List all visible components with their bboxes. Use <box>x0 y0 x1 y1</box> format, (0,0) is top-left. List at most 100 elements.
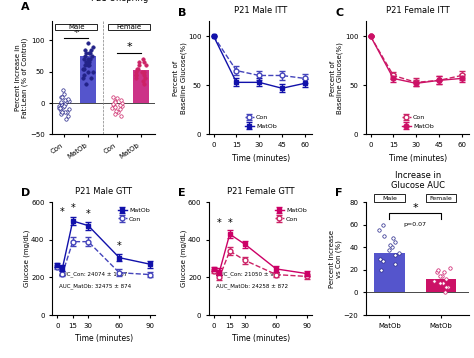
Point <box>81 47 89 53</box>
Point <box>140 56 147 62</box>
Point <box>81 53 89 59</box>
Point <box>58 102 66 108</box>
Point <box>118 103 126 109</box>
Point <box>64 96 72 102</box>
Legend: Con, MatOb: Con, MatOb <box>242 112 279 131</box>
X-axis label: Time (minutes): Time (minutes) <box>389 154 447 163</box>
Point <box>136 63 143 68</box>
Point <box>89 53 96 59</box>
Point <box>142 63 150 68</box>
Y-axis label: Percent of
Baseline Glucose(%): Percent of Baseline Glucose(%) <box>330 42 344 114</box>
Point <box>133 66 141 71</box>
Bar <box>81 56 96 103</box>
Title: P21 Male GTT: P21 Male GTT <box>75 187 132 196</box>
Point <box>134 66 142 71</box>
Text: Male: Male <box>382 196 397 201</box>
Point <box>440 269 447 275</box>
Point <box>377 267 385 273</box>
Text: AUC_MatOb: 32475 ± 874: AUC_MatOb: 32475 ± 874 <box>59 283 131 289</box>
Point <box>84 69 92 74</box>
Point <box>391 239 399 245</box>
Point <box>435 267 442 273</box>
Point <box>139 78 147 84</box>
Point <box>57 94 64 100</box>
Legend: MatOb, Con: MatOb, Con <box>115 205 152 224</box>
Point <box>80 75 87 81</box>
Point <box>390 236 397 241</box>
Point <box>375 227 383 233</box>
Point <box>444 284 451 290</box>
Point <box>60 103 67 109</box>
Text: *: * <box>117 241 122 251</box>
Point <box>59 103 67 109</box>
Point <box>84 63 91 68</box>
Point <box>63 110 70 115</box>
Point <box>62 97 69 103</box>
Point <box>110 103 118 109</box>
Point <box>392 261 399 267</box>
Point <box>59 88 66 93</box>
Point <box>116 106 124 112</box>
Point <box>62 110 69 115</box>
Point <box>58 109 66 115</box>
Text: D: D <box>21 188 30 198</box>
Text: Female: Female <box>430 196 453 201</box>
Point <box>133 72 140 78</box>
X-axis label: Time (minutes): Time (minutes) <box>232 334 290 343</box>
Text: Female: Female <box>117 24 142 30</box>
Bar <box>55 24 97 30</box>
Point <box>442 276 449 282</box>
Legend: Con, MatOb: Con, MatOb <box>399 112 436 131</box>
Point <box>89 44 97 49</box>
Point <box>132 75 139 81</box>
Point <box>114 95 121 101</box>
Point <box>389 245 396 250</box>
Point <box>57 100 64 106</box>
Point <box>118 100 126 106</box>
Point <box>391 252 399 258</box>
Point <box>118 97 125 103</box>
Point <box>84 40 92 46</box>
Point <box>141 75 149 81</box>
Y-axis label: Percent Increase
vs Con (%): Percent Increase vs Con (%) <box>329 229 342 287</box>
Point <box>80 72 87 78</box>
Point <box>379 222 386 228</box>
Point <box>56 105 64 111</box>
Point <box>433 269 441 275</box>
Point <box>436 273 444 279</box>
Title: P21 Male ITT: P21 Male ITT <box>234 6 287 15</box>
Point <box>112 111 119 117</box>
Point <box>386 242 393 248</box>
Text: F: F <box>335 188 343 198</box>
Point <box>55 105 63 111</box>
Point <box>57 99 64 105</box>
Point <box>140 81 148 87</box>
Title: P21 Female GTT: P21 Female GTT <box>227 187 294 196</box>
Text: *: * <box>126 42 132 52</box>
Point <box>117 102 124 108</box>
Point <box>109 94 117 100</box>
Text: E: E <box>178 188 186 198</box>
Point <box>63 116 70 122</box>
Text: *: * <box>71 203 75 213</box>
Y-axis label: Glucose (mg/dL): Glucose (mg/dL) <box>180 230 187 287</box>
Point <box>85 50 93 56</box>
Legend: MatOb, Con: MatOb, Con <box>272 205 309 224</box>
Bar <box>374 194 405 202</box>
Point <box>85 63 92 68</box>
Point <box>442 284 449 290</box>
Point <box>81 63 89 68</box>
Point <box>114 110 122 115</box>
Text: C: C <box>335 8 343 18</box>
Point <box>109 105 116 111</box>
Point <box>82 81 90 87</box>
Point <box>439 281 447 286</box>
Point <box>65 98 73 104</box>
Text: *: * <box>228 218 232 228</box>
Point <box>80 56 88 62</box>
Point <box>81 66 88 71</box>
Bar <box>426 279 456 292</box>
Point <box>58 94 66 100</box>
Point <box>380 233 388 239</box>
Point <box>446 265 454 271</box>
